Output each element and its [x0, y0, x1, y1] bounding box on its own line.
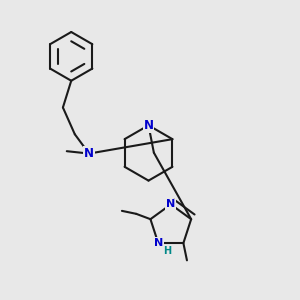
Text: N: N — [84, 147, 94, 160]
Text: N: N — [166, 200, 176, 209]
Text: H: H — [163, 245, 171, 256]
Text: N: N — [143, 119, 154, 132]
Text: N: N — [154, 238, 163, 248]
